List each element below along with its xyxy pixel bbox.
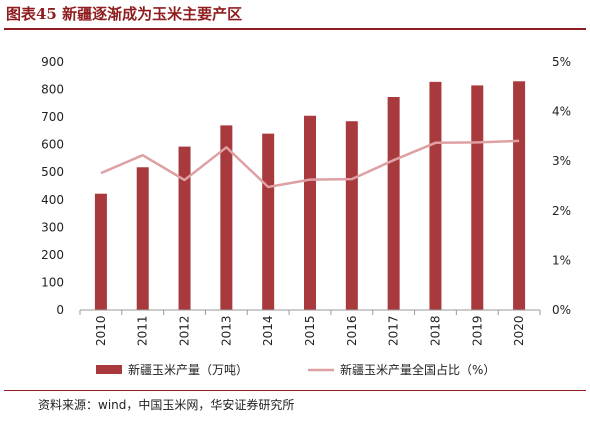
- right-tick-label: 0%: [552, 303, 571, 317]
- x-tick-label: 2013: [219, 315, 233, 346]
- x-tick-label: 2010: [94, 315, 108, 346]
- bar-series: [94, 81, 526, 311]
- left-tick-label: 300: [41, 220, 64, 234]
- bar-2014: [262, 133, 275, 310]
- x-tick-label: 2014: [261, 315, 275, 346]
- title-divider: [4, 28, 586, 30]
- x-tick-label: 2012: [178, 315, 192, 346]
- source-note: 资料来源：wind，中国玉米网，华安证券研究所: [38, 398, 295, 412]
- bar-2013: [220, 125, 233, 310]
- left-tick-label: 800: [41, 83, 64, 97]
- legend: 新疆玉米产量（万吨） 新疆玉米产量全国占比（%）: [96, 362, 495, 377]
- bar-2018: [429, 81, 442, 310]
- bar-2019: [471, 85, 484, 310]
- left-tick-label: 400: [41, 193, 64, 207]
- bar-2017: [387, 96, 400, 311]
- left-tick-label: 700: [41, 110, 64, 124]
- bar-2020: [513, 81, 526, 311]
- share-line: [100, 139, 520, 189]
- bar-2010: [94, 193, 107, 310]
- left-axis-ticks: 0 100 200 300 400 500 600 700 800 900: [41, 55, 64, 317]
- right-tick-label: 4%: [552, 105, 571, 119]
- x-tick-label: 2018: [428, 315, 442, 346]
- left-tick-label: 900: [41, 55, 64, 69]
- legend-label-production: 新疆玉米产量（万吨）: [128, 362, 248, 377]
- right-tick-label: 3%: [552, 154, 571, 168]
- bar-2015: [304, 115, 316, 310]
- right-tick-label: 5%: [552, 55, 571, 69]
- footer-divider: [4, 390, 586, 391]
- right-axis-ticks: 0% 1% 2% 3% 4% 5%: [552, 55, 571, 317]
- x-tick-label: 2016: [345, 315, 359, 346]
- line-series: [100, 139, 520, 189]
- chart: 0 100 200 300 400 500 600 700 800 900 0% 1% 2% 3% 4% 5…: [41, 55, 571, 377]
- x-tick-label: 2020: [512, 315, 526, 346]
- figure-title: 图表45 新疆逐渐成为玉米主要产区: [6, 5, 243, 23]
- bar-2016: [345, 121, 358, 310]
- right-tick-label: 2%: [552, 204, 571, 218]
- legend-label-share: 新疆玉米产量全国占比（%）: [340, 362, 495, 377]
- x-axis-ticks: 2010 2011 2012 2013 2014 2015 2016 2017 2018 2019…: [79, 310, 541, 346]
- x-tick-label: 2015: [303, 315, 317, 346]
- left-tick-label: 200: [41, 248, 64, 262]
- x-tick-label: 2017: [387, 315, 401, 346]
- bar-2012: [178, 146, 191, 310]
- left-tick-label: 600: [41, 138, 64, 152]
- left-tick-label: 500: [41, 165, 64, 179]
- legend-swatch-production: [96, 365, 122, 374]
- left-tick-label: 0: [56, 303, 64, 317]
- right-tick-label: 1%: [552, 253, 571, 267]
- x-tick-label: 2011: [136, 315, 150, 346]
- bar-2011: [136, 167, 149, 310]
- x-tick-label: 2019: [470, 315, 484, 346]
- left-tick-label: 100: [41, 275, 64, 289]
